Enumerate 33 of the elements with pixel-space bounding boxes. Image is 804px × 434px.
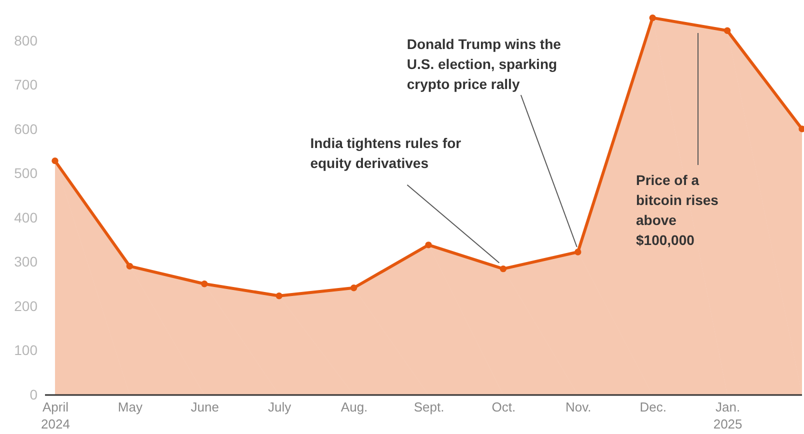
y-tick-label: 800 xyxy=(14,32,38,48)
x-tick-label: Aug. xyxy=(340,400,368,414)
y-tick-label: 200 xyxy=(14,298,38,314)
annotation: Donald Trump wins the U.S. election, sparking crypto price rally xyxy=(406,36,562,92)
x-tick-label: April 2024 xyxy=(41,400,70,432)
point xyxy=(276,292,282,300)
point xyxy=(350,284,358,292)
point xyxy=(425,242,432,248)
point xyxy=(201,280,208,288)
annotation: India tightens rules for equity derivatives xyxy=(310,134,462,171)
point xyxy=(649,14,656,22)
x-tick-label: Dec. xyxy=(640,400,666,414)
y-tick-label: 100 xyxy=(14,342,38,358)
x-tick-label: Nov. xyxy=(566,400,592,414)
point xyxy=(500,265,507,272)
point xyxy=(574,248,582,256)
y-tick-label: 300 xyxy=(14,254,38,270)
y-tick-label: 600 xyxy=(14,120,38,137)
x-tick-label: Jan. 2025 xyxy=(713,400,742,432)
point xyxy=(798,126,804,132)
x-tick-label: June xyxy=(190,400,219,414)
point xyxy=(126,262,134,270)
x-tick-label: Oct. xyxy=(492,400,516,414)
x-tick-label: July xyxy=(268,400,292,414)
y-tick-label: 400 xyxy=(14,209,38,226)
y-tick-label: 700 xyxy=(14,76,38,93)
point xyxy=(724,27,731,34)
x-tick-label: Sept. xyxy=(414,400,444,414)
y-tick-label: 500 xyxy=(14,165,38,182)
point xyxy=(52,157,58,164)
y-tick-label: 0 xyxy=(30,386,38,402)
x-tick-label: May xyxy=(118,400,143,414)
annotation: Price of a bitcoin rises above $100,000 xyxy=(636,172,719,248)
